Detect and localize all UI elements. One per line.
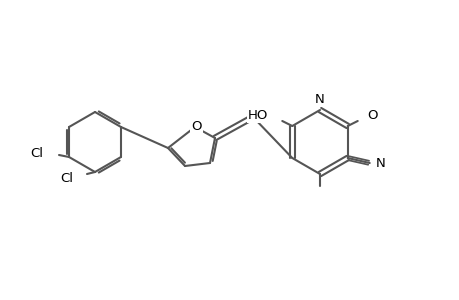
Text: N: N — [375, 157, 385, 169]
Text: O: O — [367, 109, 377, 122]
Text: Cl: Cl — [30, 146, 43, 160]
Text: Cl: Cl — [60, 172, 73, 184]
Text: N: N — [314, 93, 324, 106]
Text: HO: HO — [247, 109, 268, 122]
Text: O: O — [190, 120, 201, 133]
